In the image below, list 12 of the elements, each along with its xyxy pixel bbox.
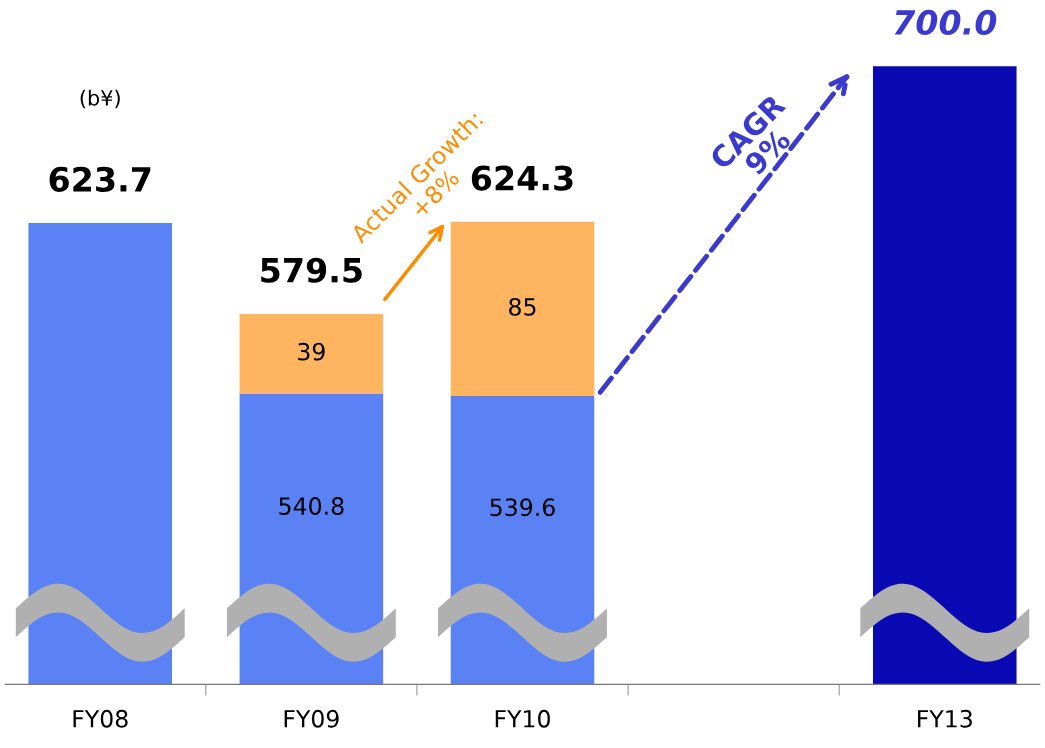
annotation: (b¥) xyxy=(80,89,120,109)
total-label: 579.5 xyxy=(261,257,362,283)
x-tick-label: FY13 xyxy=(918,709,972,728)
x-tick-label: FY10 xyxy=(495,709,550,728)
total-label: 623.7 xyxy=(49,166,151,192)
data-label: 39 xyxy=(298,342,325,361)
data-label: 85 xyxy=(509,297,536,316)
data-label: 539.6 xyxy=(490,498,555,517)
x-tick-label: FY09 xyxy=(284,709,339,728)
data-label: 540.8 xyxy=(279,497,344,515)
x-tick-label: FY08 xyxy=(73,709,128,728)
total-label: 700.0 xyxy=(894,9,997,36)
